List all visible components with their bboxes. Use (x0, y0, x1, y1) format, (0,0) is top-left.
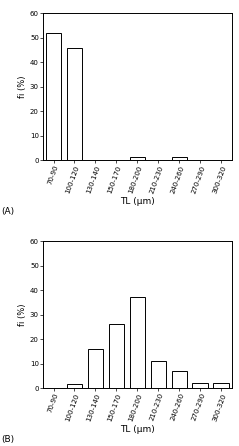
X-axis label: TL (μm): TL (μm) (120, 425, 155, 434)
Bar (172, 371, 187, 388)
Bar (46, 33, 61, 160)
Bar (67, 48, 82, 160)
Text: (B): (B) (1, 435, 15, 444)
Bar (109, 324, 124, 388)
Y-axis label: fi (%): fi (%) (18, 75, 27, 98)
Bar (192, 383, 208, 388)
Bar (67, 384, 82, 388)
Bar (213, 383, 229, 388)
Bar (130, 297, 145, 388)
Bar (151, 361, 166, 388)
Bar (88, 349, 103, 388)
Text: (A): (A) (1, 207, 15, 216)
Y-axis label: fi (%): fi (%) (18, 303, 27, 326)
Bar (130, 157, 145, 160)
X-axis label: TL (μm): TL (μm) (120, 197, 155, 206)
Bar (172, 157, 187, 160)
